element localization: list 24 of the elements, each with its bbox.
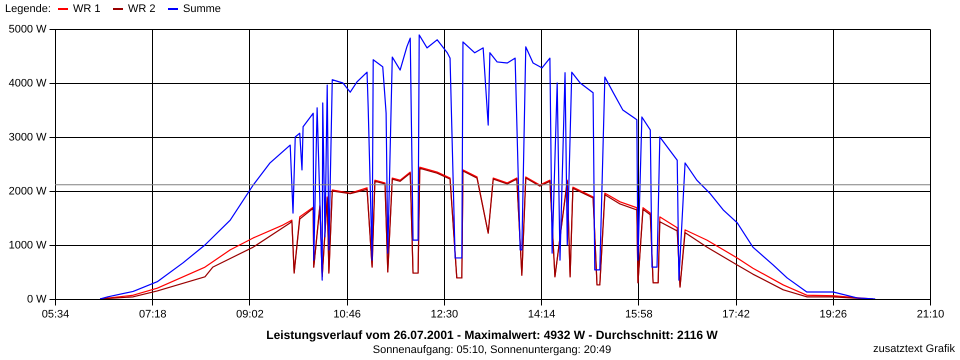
legend-label: WR 1 bbox=[73, 3, 100, 15]
x-tick-label: 09:02 bbox=[236, 308, 264, 320]
y-tick-label: 1000 W bbox=[8, 240, 48, 252]
y-tick-label: 0 W bbox=[26, 294, 48, 306]
y-tick-label: 2000 W bbox=[8, 186, 48, 198]
text: Leistungsverlauf vom 26.07.2001 - Maximalwert: 4932 W - Durchschnitt: 2116 W bbox=[266, 328, 718, 342]
legend-label: Summe bbox=[183, 3, 221, 15]
text: Sonnenaufgang: 05:10, Sonnenuntergang: 20:49 bbox=[372, 344, 612, 356]
y-tick-label: 4000 W bbox=[8, 78, 48, 90]
legend-title: Legende: bbox=[5, 3, 51, 15]
x-tick-label: 14:14 bbox=[528, 308, 556, 320]
x-tick-label: 12:30 bbox=[430, 308, 458, 320]
x-tick-label: 07:18 bbox=[138, 308, 166, 320]
x-tick-label: 19:26 bbox=[820, 308, 848, 320]
line-series bbox=[99, 34, 876, 299]
x-tick-label: 21:10 bbox=[916, 308, 944, 320]
legend-label: WR 2 bbox=[128, 3, 156, 15]
x-tick-label: 15:58 bbox=[625, 308, 653, 320]
x-tick-label: 05:34 bbox=[42, 308, 70, 320]
y-tick-label: 5000 W bbox=[8, 24, 48, 36]
x-tick-label: 10:46 bbox=[333, 308, 361, 320]
text: zusatztext Grafik bbox=[873, 343, 956, 355]
y-tick-label: 3000 W bbox=[8, 132, 48, 144]
x-tick-label: 17:42 bbox=[722, 308, 750, 320]
